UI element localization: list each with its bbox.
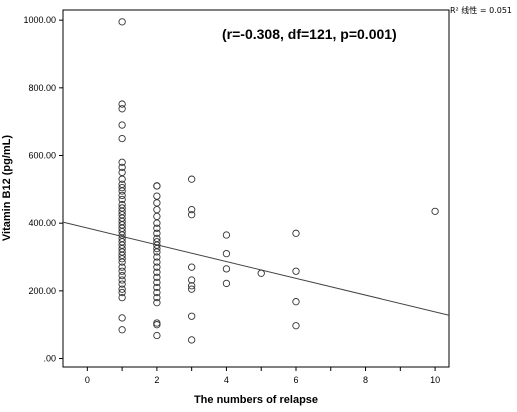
x-axis-title: The numbers of relapse	[194, 394, 318, 406]
y-tick-label: 200.00	[28, 286, 56, 296]
annotation-stats: (r=-0.308, df=121, p=0.001)	[222, 26, 397, 42]
data-point	[188, 276, 196, 284]
data-point	[118, 195, 126, 204]
y-tick-label: 800.00	[28, 83, 56, 93]
x-tick-label: 2	[154, 375, 159, 385]
data-points	[118, 18, 439, 344]
y-axis-ticks: .00 200.00 400.00 600.00 800.00 1000.00	[23, 15, 63, 364]
data-point	[153, 293, 161, 302]
data-point	[188, 336, 196, 344]
data-point	[222, 279, 231, 288]
data-point	[153, 278, 161, 287]
data-point	[118, 280, 126, 288]
x-tick-label: 4	[224, 375, 229, 385]
plot-frame	[62, 9, 450, 368]
data-point	[118, 105, 126, 113]
data-point	[118, 121, 126, 129]
y-tick-label: 600.00	[28, 151, 56, 161]
data-point	[153, 219, 161, 227]
r2-label: R² 线性 = 0.051	[450, 5, 512, 15]
x-tick-label: 6	[293, 375, 298, 385]
data-point	[153, 268, 161, 276]
data-point	[222, 249, 231, 258]
y-tick-label: 400.00	[28, 218, 56, 228]
data-point	[118, 134, 126, 143]
data-point	[118, 100, 126, 108]
data-point	[153, 182, 161, 190]
y-axis-title: Vitamin B12 (pg/mL)	[1, 135, 13, 241]
data-point	[118, 158, 126, 166]
data-point	[153, 288, 161, 297]
data-point	[153, 263, 161, 271]
data-point	[431, 207, 439, 215]
data-point	[222, 265, 231, 273]
data-point	[118, 293, 126, 302]
data-point	[118, 285, 126, 293]
data-point	[118, 187, 126, 195]
data-point	[153, 321, 161, 329]
data-point	[188, 175, 196, 183]
data-point	[118, 263, 126, 271]
regression-line	[62, 221, 450, 316]
data-point	[118, 326, 126, 334]
data-point	[118, 314, 126, 322]
data-point	[292, 322, 300, 330]
data-point	[118, 276, 126, 284]
x-tick-label: 10	[430, 375, 440, 385]
x-axis-ticks: 0 2 4 6 8 10	[85, 367, 440, 385]
data-point	[292, 298, 300, 306]
data-point	[153, 258, 161, 266]
y-tick-label: 1000.00	[23, 15, 56, 25]
data-point	[153, 229, 161, 237]
data-point	[188, 263, 196, 271]
data-point	[153, 331, 161, 340]
data-point	[118, 163, 126, 172]
data-point	[292, 229, 300, 237]
data-point	[118, 267, 126, 275]
data-point	[118, 288, 126, 297]
x-tick-label: 8	[363, 375, 368, 385]
data-point	[153, 244, 161, 253]
data-point	[118, 18, 126, 26]
data-point	[222, 231, 231, 239]
data-point	[153, 224, 161, 232]
data-point	[188, 285, 196, 293]
data-point	[153, 283, 161, 292]
data-point	[118, 271, 126, 280]
data-point	[118, 255, 126, 263]
data-point	[118, 191, 126, 200]
data-point	[153, 273, 161, 281]
x-tick-label: 0	[85, 375, 90, 385]
data-point	[188, 312, 196, 320]
data-point	[153, 248, 161, 256]
data-point	[188, 211, 196, 219]
data-point	[118, 258, 126, 266]
data-point	[118, 184, 126, 192]
data-point	[292, 267, 300, 275]
data-point	[257, 269, 265, 277]
data-point	[188, 205, 196, 214]
data-point	[153, 253, 161, 261]
data-point	[118, 175, 126, 183]
y-tick-label: .00	[43, 354, 56, 364]
data-point	[188, 282, 196, 290]
data-point	[153, 299, 161, 307]
